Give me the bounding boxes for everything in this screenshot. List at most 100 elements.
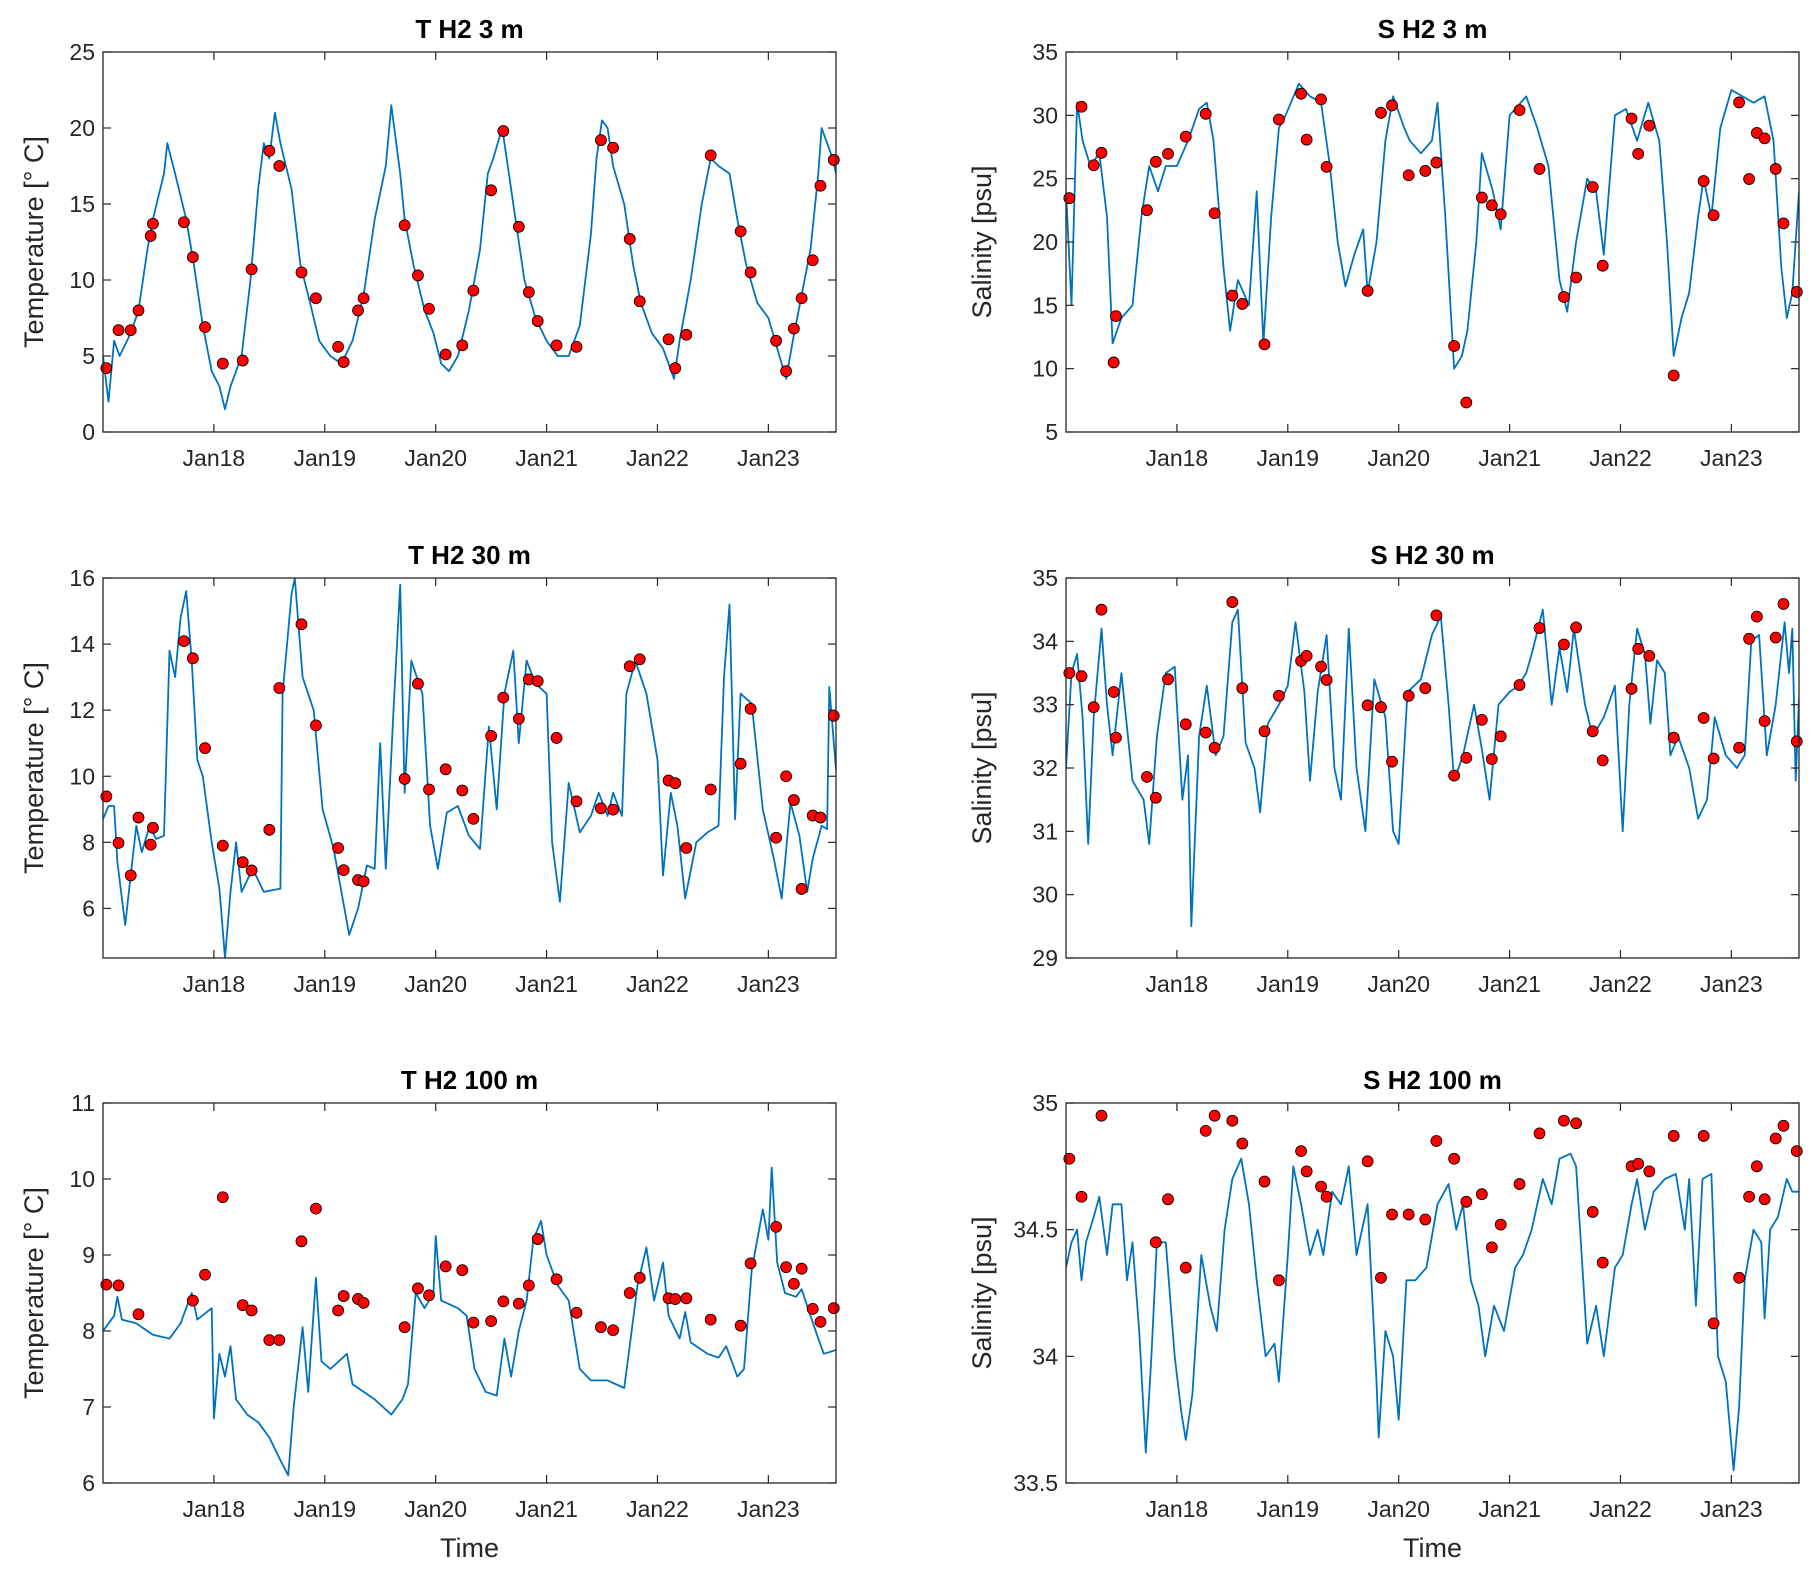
- sample-marker: [1667, 731, 1680, 744]
- sample-marker: [485, 730, 498, 742]
- sample-marker: [1386, 1208, 1398, 1221]
- sample-marker: [1226, 1114, 1239, 1127]
- sample-marker: [1295, 1145, 1307, 1158]
- xtick-label: Jan22: [626, 1496, 689, 1522]
- sample-marker: [497, 125, 510, 137]
- sample-marker: [1295, 87, 1307, 100]
- sample-marker: [1386, 99, 1398, 112]
- sample-marker: [1790, 1145, 1803, 1158]
- xtick-label: Jan22: [626, 445, 689, 471]
- sample-marker: [1790, 286, 1803, 298]
- sample-marker: [273, 160, 286, 172]
- sample-marker: [412, 677, 424, 690]
- sample-marker: [456, 1264, 469, 1277]
- sample-marker: [1179, 1261, 1192, 1274]
- sample-marker: [132, 304, 145, 317]
- xtick-label: Jan20: [1367, 445, 1430, 471]
- xtick-label: Jan23: [1700, 971, 1763, 997]
- sample-marker: [1258, 1175, 1271, 1188]
- ytick-label: 10: [1032, 356, 1058, 382]
- sample-marker: [1475, 713, 1488, 726]
- sample-marker: [236, 1299, 249, 1312]
- sample-marker: [1707, 752, 1720, 765]
- sample-marker: [1149, 1236, 1162, 1249]
- sample-marker: [1149, 155, 1162, 168]
- sample-marker: [178, 216, 190, 229]
- sample-marker: [1208, 207, 1221, 220]
- y-axis-label: Salinity [psu]: [967, 165, 997, 318]
- xtick-label: Jan20: [404, 445, 467, 471]
- subplot-title: T H2 100 m: [401, 1065, 538, 1095]
- ytick-label: 10: [69, 763, 95, 789]
- xtick-label: Jan19: [1256, 971, 1319, 997]
- sample-marker: [310, 1202, 322, 1215]
- sample-marker: [1769, 1132, 1782, 1145]
- sample-marker: [1149, 791, 1162, 804]
- sample-marker: [144, 838, 157, 851]
- sample-marker: [1236, 1137, 1249, 1150]
- sample-marker: [1667, 1130, 1680, 1142]
- sample-marker: [1513, 104, 1526, 117]
- plot-area: [1066, 1103, 1799, 1483]
- sample-marker: [623, 1287, 636, 1299]
- sample-marker: [216, 1191, 229, 1204]
- sample-marker: [497, 691, 510, 704]
- subplot-2: 6 8 10 12 14 16 Jan18 Jan19 Jan20 Jan21 Jan22 Jan23…: [19, 540, 840, 997]
- sample-marker: [1300, 1165, 1313, 1178]
- sample-marker: [607, 803, 620, 816]
- sample-marker: [1460, 1195, 1473, 1208]
- sample-marker: [1402, 689, 1415, 702]
- sample-marker: [263, 144, 276, 157]
- y-axis-label: Temperature [° C]: [19, 1187, 49, 1399]
- sample-marker: [1769, 163, 1782, 175]
- ytick-label: 20: [69, 115, 95, 141]
- sample-marker: [1208, 1109, 1221, 1122]
- xtick-label: Jan21: [1478, 1496, 1541, 1522]
- sample-marker: [1558, 291, 1570, 303]
- sample-marker: [132, 1308, 145, 1321]
- sample-marker: [467, 812, 480, 825]
- xtick-label: Jan20: [404, 971, 467, 997]
- xtick-label: Jan18: [1146, 971, 1209, 997]
- sample-marker: [1758, 1193, 1771, 1206]
- ytick-label: 20: [1032, 229, 1058, 255]
- y-axis-label: Salinity [psu]: [967, 691, 997, 844]
- sample-marker: [1236, 682, 1249, 695]
- sample-marker: [1513, 1178, 1526, 1190]
- sample-marker: [595, 134, 607, 147]
- sample-marker: [1733, 96, 1746, 109]
- sample-marker: [1273, 1274, 1285, 1287]
- sample-marker: [1236, 298, 1249, 310]
- sample-marker: [398, 773, 411, 785]
- sample-marker: [1300, 133, 1313, 146]
- sample-marker: [662, 333, 675, 346]
- sample-marker: [1208, 741, 1221, 754]
- sample-marker: [1475, 1188, 1488, 1201]
- series-line: [103, 104, 836, 411]
- sample-marker: [398, 1321, 411, 1334]
- sample-marker: [186, 652, 199, 665]
- sample-marker: [787, 322, 800, 335]
- sample-marker: [744, 702, 757, 715]
- sample-marker: [704, 1313, 717, 1326]
- sample-marker: [1558, 638, 1570, 651]
- ytick-label: 33.5: [1013, 1470, 1058, 1496]
- sample-marker: [1570, 621, 1583, 634]
- sample-marker: [1375, 1271, 1387, 1284]
- sample-marker: [1199, 726, 1212, 739]
- sample-marker: [1386, 755, 1398, 768]
- subplot-5: 33.5 34 34.5 35 Jan18 Jan19 Jan20 Jan21 Jan22 Jan…: [967, 1065, 1803, 1563]
- sample-marker: [814, 179, 827, 192]
- ytick-label: 25: [69, 39, 95, 65]
- sample-marker: [512, 712, 525, 725]
- sample-marker: [1570, 271, 1583, 284]
- sample-marker: [485, 1315, 498, 1328]
- sample-marker: [787, 1277, 800, 1290]
- sample-marker: [357, 292, 370, 305]
- ytick-label: 33: [1032, 692, 1058, 718]
- sample-marker: [512, 220, 525, 233]
- plot-area: [103, 1103, 836, 1483]
- subplot-title: S H2 3 m: [1378, 14, 1488, 44]
- sample-marker: [1110, 731, 1122, 744]
- sample-marker: [1596, 259, 1609, 272]
